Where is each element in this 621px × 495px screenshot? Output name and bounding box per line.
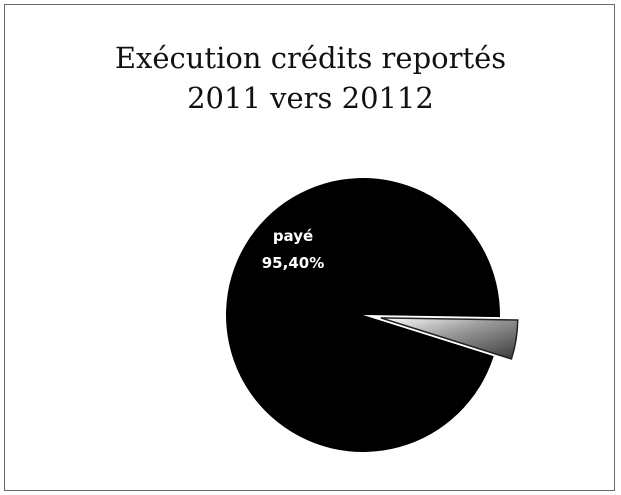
slice-value-paye: 95,40% bbox=[262, 254, 324, 272]
chart-title: Exécution crédits reportés 2011 vers 201… bbox=[0, 38, 621, 118]
slice-label-paye: payé bbox=[273, 227, 313, 245]
pie-slice-other bbox=[380, 317, 519, 360]
chart-title-line1: Exécution crédits reportés bbox=[114, 41, 507, 75]
pie-slice-paye bbox=[226, 178, 500, 453]
chart-title-line2: 2011 vers 20112 bbox=[187, 81, 434, 115]
